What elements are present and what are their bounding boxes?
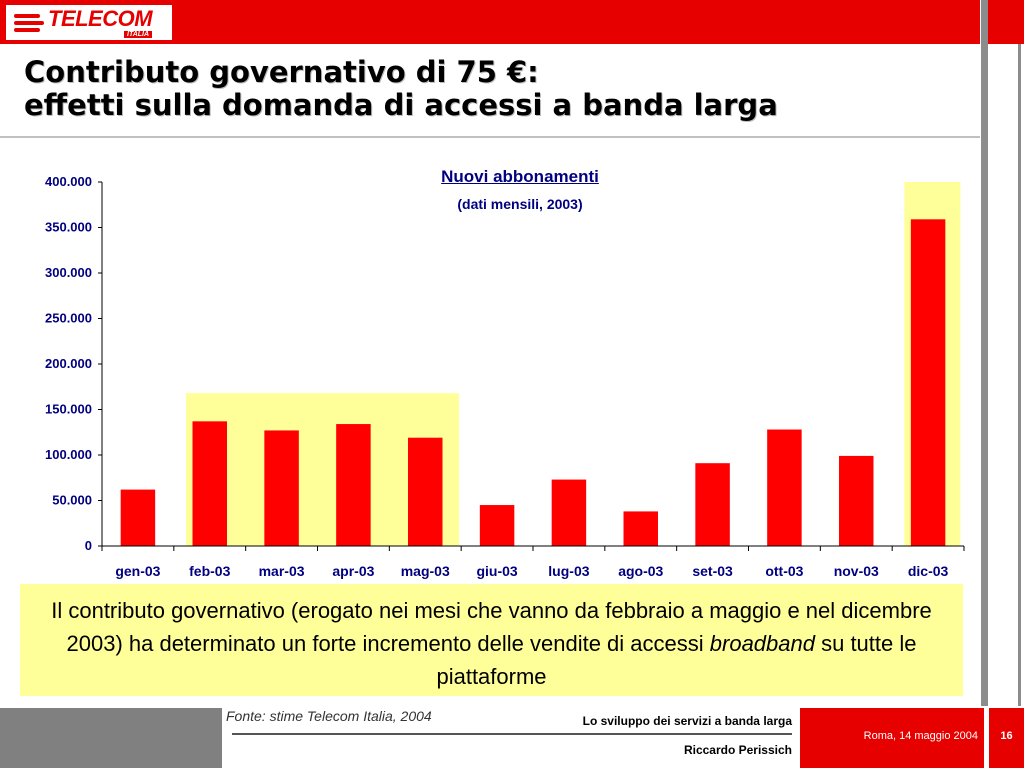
logo-name: TELECOM — [48, 5, 153, 31]
footer-separator — [232, 733, 792, 735]
y-tick-label: 150.000 — [45, 402, 92, 417]
bar-chart: 0 50.000 100.000 150.000 200.000 250.000 300.0… — [45, 174, 965, 579]
page-number: 16 — [1000, 730, 1013, 742]
note-text-before: Il contributo governativo (erogato nei m… — [51, 598, 932, 656]
note-text-em: broadband — [709, 631, 815, 656]
footer-grey-block — [0, 708, 222, 768]
author: Riccardo Perissich — [683, 743, 792, 757]
y-tick-label: 400.000 — [45, 174, 92, 189]
bar-dic-03 — [910, 219, 946, 546]
bar-ott-03 — [767, 429, 802, 546]
bar-ago-03 — [623, 511, 658, 546]
y-tick-label: 0 — [85, 538, 92, 553]
x-tick-label: ago-03 — [618, 563, 663, 579]
vertical-rule — [981, 0, 988, 706]
y-tick-label: 300.000 — [45, 265, 92, 280]
date: Roma, 14 maggio 2004 — [863, 730, 978, 742]
y-tick-label: 50.000 — [52, 493, 92, 508]
x-tick-label: mar-03 — [259, 563, 305, 579]
note-box: Il contributo governativo (erogato nei m… — [20, 584, 963, 696]
bar-gen-03 — [120, 489, 156, 546]
x-tick-label: giu-03 — [476, 563, 517, 579]
telecom-logo: TELECOM ITALIA — [6, 5, 172, 40]
note-text-after: su tutte le piattaforme — [436, 631, 917, 689]
vertical-rule-right — [1018, 44, 1021, 706]
source-note: Fonte: stime Telecom Italia, 2004 — [226, 708, 432, 724]
footer-page-block — [989, 708, 1024, 768]
chart-subtitle: (dati mensili, 2003) — [457, 196, 583, 212]
presentation-title: Lo sviluppo dei servizi a banda larga — [582, 714, 792, 728]
x-tick-label: nov-03 — [834, 563, 879, 579]
bar-lug-03 — [551, 479, 587, 546]
y-tick-label: 100.000 — [45, 447, 92, 462]
logo-subtext: ITALIA — [124, 30, 153, 38]
logo-stripes-icon — [14, 13, 44, 32]
slide-title-line2: effetti sulla domanda di accessi a banda… — [24, 88, 778, 122]
slide-title-line1: Contributo governativo di 75 €: — [24, 55, 539, 89]
chart-title: Nuovi abbonamenti — [441, 167, 599, 186]
slide-title: Contributo governativo di 75 €: effetti … — [24, 56, 974, 122]
x-tick-label: ott-03 — [765, 563, 803, 579]
header-band-right — [988, 0, 1024, 44]
bar-set-03 — [695, 463, 730, 546]
x-tick-label: gen-03 — [115, 563, 160, 579]
x-tick-label: apr-03 — [332, 563, 374, 579]
bar-giu-03 — [479, 505, 515, 546]
x-tick-label: mag-03 — [401, 563, 450, 579]
title-separator — [0, 136, 980, 138]
x-tick-label: dic-03 — [908, 563, 949, 579]
y-tick-label: 350.000 — [45, 220, 92, 235]
x-tick-label: feb-03 — [189, 563, 230, 579]
bar-feb-03 — [192, 421, 227, 546]
bar-nov-03 — [839, 455, 874, 546]
y-tick-label: 250.000 — [45, 311, 92, 326]
x-tick-label: set-03 — [692, 563, 733, 579]
bar-apr-03 — [336, 424, 371, 546]
footer-red-block — [800, 708, 984, 768]
x-tick-label: lug-03 — [548, 563, 589, 579]
bar-mag-03 — [408, 437, 443, 546]
y-tick-label: 200.000 — [45, 356, 92, 371]
bar-mar-03 — [264, 430, 299, 546]
